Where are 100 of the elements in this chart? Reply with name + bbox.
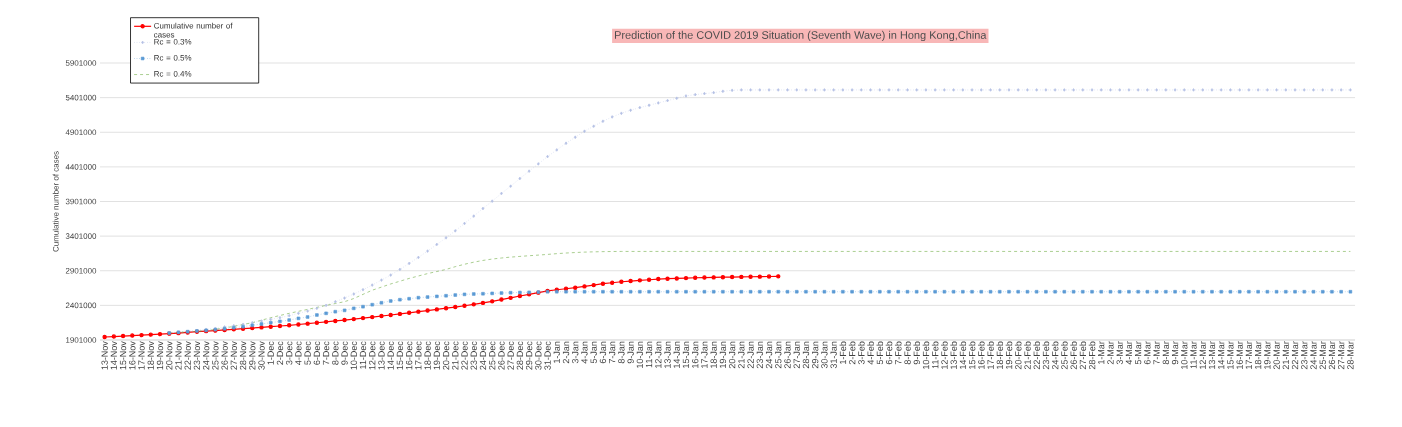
x-tick-label: 15-Feb (968, 341, 976, 369)
x-tick-label: 9-Jan (627, 341, 634, 364)
x-tick-label: 5-Dec (304, 341, 311, 365)
x-tick-label: 19-Jan (719, 341, 727, 368)
x-tick-label: 16-Nov (129, 341, 136, 370)
x-tick-label: 20-Dec (442, 341, 450, 370)
x-tick-label: 22-Mar (1291, 341, 1299, 370)
x-tick-label: 28-Dec (516, 341, 524, 370)
x-tick-label: 5-Mar (1135, 341, 1142, 365)
x-tick-label: 13-Nov (101, 341, 108, 370)
x-tick-label: 17-Nov (138, 341, 145, 370)
x-tick-label: 17-Mar (1245, 341, 1253, 369)
x-tick-label: 20-Jan (728, 341, 736, 369)
x-tick-label: 25-Feb (1061, 341, 1068, 370)
x-tick-label: 24-Dec (479, 341, 487, 370)
x-tick-label: 24-Mar (1310, 341, 1317, 370)
x-tick-label: 29-Dec (525, 341, 533, 370)
x-tick-label: 3-Jan (572, 341, 579, 364)
x-tick-label: 3-Dec (286, 341, 293, 365)
x-tick-label: 11-Jan (645, 341, 653, 368)
x-tick-label: 9-Mar (1171, 341, 1179, 365)
x-tick-label: 13-Feb (950, 341, 957, 369)
x-tick-label: 23-Feb (1042, 341, 1050, 370)
x-tick-label: 4-Jan (581, 341, 588, 364)
x-tick-label: 7-Dec (322, 341, 330, 365)
x-tick-label: 11-Dec (359, 341, 367, 369)
x-tick-label: 10-Mar (1181, 341, 1188, 369)
x-tick-label: 14-Mar (1218, 341, 1225, 369)
x-tick-label: 17-Jan (701, 341, 708, 368)
x-tick-label: 18-Feb (996, 341, 1004, 369)
x-tick-label: 14-Jan (673, 341, 680, 368)
x-tick-label: 1-Feb (839, 341, 847, 364)
x-tick-label: 17-Dec (415, 341, 422, 370)
x-tick-label: 8-Mar (1162, 341, 1170, 365)
x-tick-label: 26-Mar (1328, 341, 1336, 370)
x-tick-label: 15-Dec (396, 341, 404, 370)
x-tick-label: 20-Nov (166, 341, 173, 370)
x-tick-label: 22-Feb (1033, 341, 1040, 370)
x-tick-label: 18-Dec (424, 341, 431, 370)
x-tick-label: 20-Mar (1273, 341, 1280, 370)
x-tick-label: 18-Mar (1254, 341, 1262, 369)
x-tick-label: 19-Dec (433, 341, 441, 370)
x-tick-label: 4-Dec (295, 341, 302, 365)
chart-title: Prediction of the COVID 2019 Situation (Seventh Wave) in Hong Kong,China (615, 30, 987, 42)
x-tick-label: 11-Mar (1190, 341, 1197, 369)
x-tick-label: 15-Nov (119, 341, 127, 370)
x-tick-label: 11-Feb (931, 341, 939, 369)
x-tick-label: 12-Jan (655, 341, 662, 368)
x-tick-label: 16-Mar (1236, 341, 1243, 369)
x-tick-label: 21-Nov (175, 341, 182, 370)
x-tick-label: 16-Feb (977, 341, 985, 369)
x-tick-label: 21-Feb (1024, 341, 1031, 370)
x-tick-label: 27-Dec (507, 341, 514, 370)
x-tick-label: 31-Jan (830, 341, 837, 369)
x-tick-label: 19-Mar (1264, 341, 1271, 369)
x-tick-label: 24-Jan (765, 341, 773, 369)
x-tick-label: 15-Jan (682, 341, 690, 368)
x-tick-label: 6-Dec (313, 341, 321, 365)
x-tick-label: 1-Mar (1098, 341, 1105, 364)
x-tick-label: 15-Mar (1227, 341, 1234, 369)
x-tick-label: 30-Jan (821, 341, 828, 369)
x-tick-label: 22-Jan (747, 341, 754, 369)
x-tick-label: 24-Feb (1051, 341, 1059, 370)
x-tick-label: 31-Dec (544, 341, 551, 370)
x-tick-label: 12-Mar (1199, 341, 1206, 369)
x-tick-label: 27-Mar (1338, 341, 1345, 370)
x-tick-label: 4-Feb (867, 341, 874, 365)
x-tick-label: 22-Nov (184, 341, 191, 370)
x-tick-label: 14-Dec (387, 341, 394, 370)
x-tick-label: 5-Jan (590, 341, 597, 364)
x-tick-label: 2-Jan (562, 341, 570, 364)
x-tick-label: 14-Feb (959, 341, 967, 369)
x-tick-label: 3-Mar (1116, 341, 1123, 365)
x-tick-label: 29-Jan (812, 341, 819, 369)
x-tick-label: 29-Nov (249, 341, 256, 370)
x-tick-label: 17-Feb (987, 341, 994, 369)
x-tick-label: 20-Feb (1014, 341, 1022, 370)
x-tick-label: 5-Feb (876, 341, 884, 365)
x-tick-label: 13-Dec (378, 341, 385, 370)
x-tick-label: 7-Mar (1153, 341, 1160, 365)
x-tick-label: 23-Dec (470, 341, 477, 370)
x-tick-label: 9-Feb (913, 341, 920, 365)
x-tick-label: 23-Jan (756, 341, 763, 369)
x-tick-label: 21-Jan (738, 341, 745, 369)
x-tick-label: 1-Jan (553, 341, 560, 363)
x-tick-label: 21-Mar (1282, 341, 1289, 370)
x-tick-label: 22-Dec (461, 341, 468, 370)
x-tick-label: 2-Mar (1107, 341, 1114, 365)
x-tick-label: 4-Mar (1125, 341, 1133, 365)
x-tick-label: 13-Jan (664, 341, 671, 368)
x-tick-label: 7-Jan (609, 341, 616, 364)
x-tick-label: 16-Jan (692, 341, 699, 368)
x-tick-label: 28-Feb (1088, 341, 1096, 370)
x-tick-label: 19-Feb (1005, 341, 1013, 369)
x-tick-label: 30-Dec (535, 341, 542, 370)
x-tick-label: 28-Mar (1347, 341, 1354, 370)
x-tick-label: 12-Feb (941, 341, 948, 369)
x-tick-label: 18-Jan (710, 341, 717, 368)
x-tick-label: 25-Mar (1319, 341, 1326, 370)
x-tick-label: 26-Nov (221, 341, 228, 370)
